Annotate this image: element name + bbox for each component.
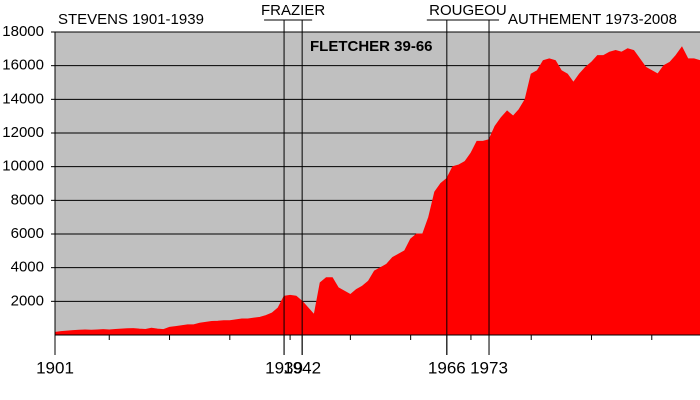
y-tick-label: 12000 (2, 124, 44, 141)
y-tick-label: 16000 (2, 57, 44, 74)
x-tick-label: 1939 (265, 358, 303, 377)
area (54, 46, 700, 336)
y-tick-label: 18000 (2, 23, 44, 40)
y-tick-label: 6000 (11, 225, 44, 242)
y-tick-label: 10000 (2, 158, 44, 175)
highlight-label: FLETCHER 39-66 (310, 38, 433, 55)
y-tick-label: 2000 (11, 292, 44, 309)
x-tick-label: 1901 (36, 358, 74, 377)
y-tick-label: 14000 (2, 90, 44, 107)
label-authement: AUTHEMENT 1973-2008 (508, 11, 677, 28)
x-tick-label: 1966 (428, 358, 466, 377)
x-tick-label: 1942 (283, 358, 321, 377)
era-label: FRAZIER (261, 2, 325, 19)
y-tick-label: 8000 (11, 191, 44, 208)
x-tick-label: 1973 (470, 358, 508, 377)
y-tick-label: 4000 (11, 259, 44, 276)
era-label: ROUGEOU (429, 2, 507, 19)
label-stevens: STEVENS 1901-1939 (58, 11, 204, 28)
